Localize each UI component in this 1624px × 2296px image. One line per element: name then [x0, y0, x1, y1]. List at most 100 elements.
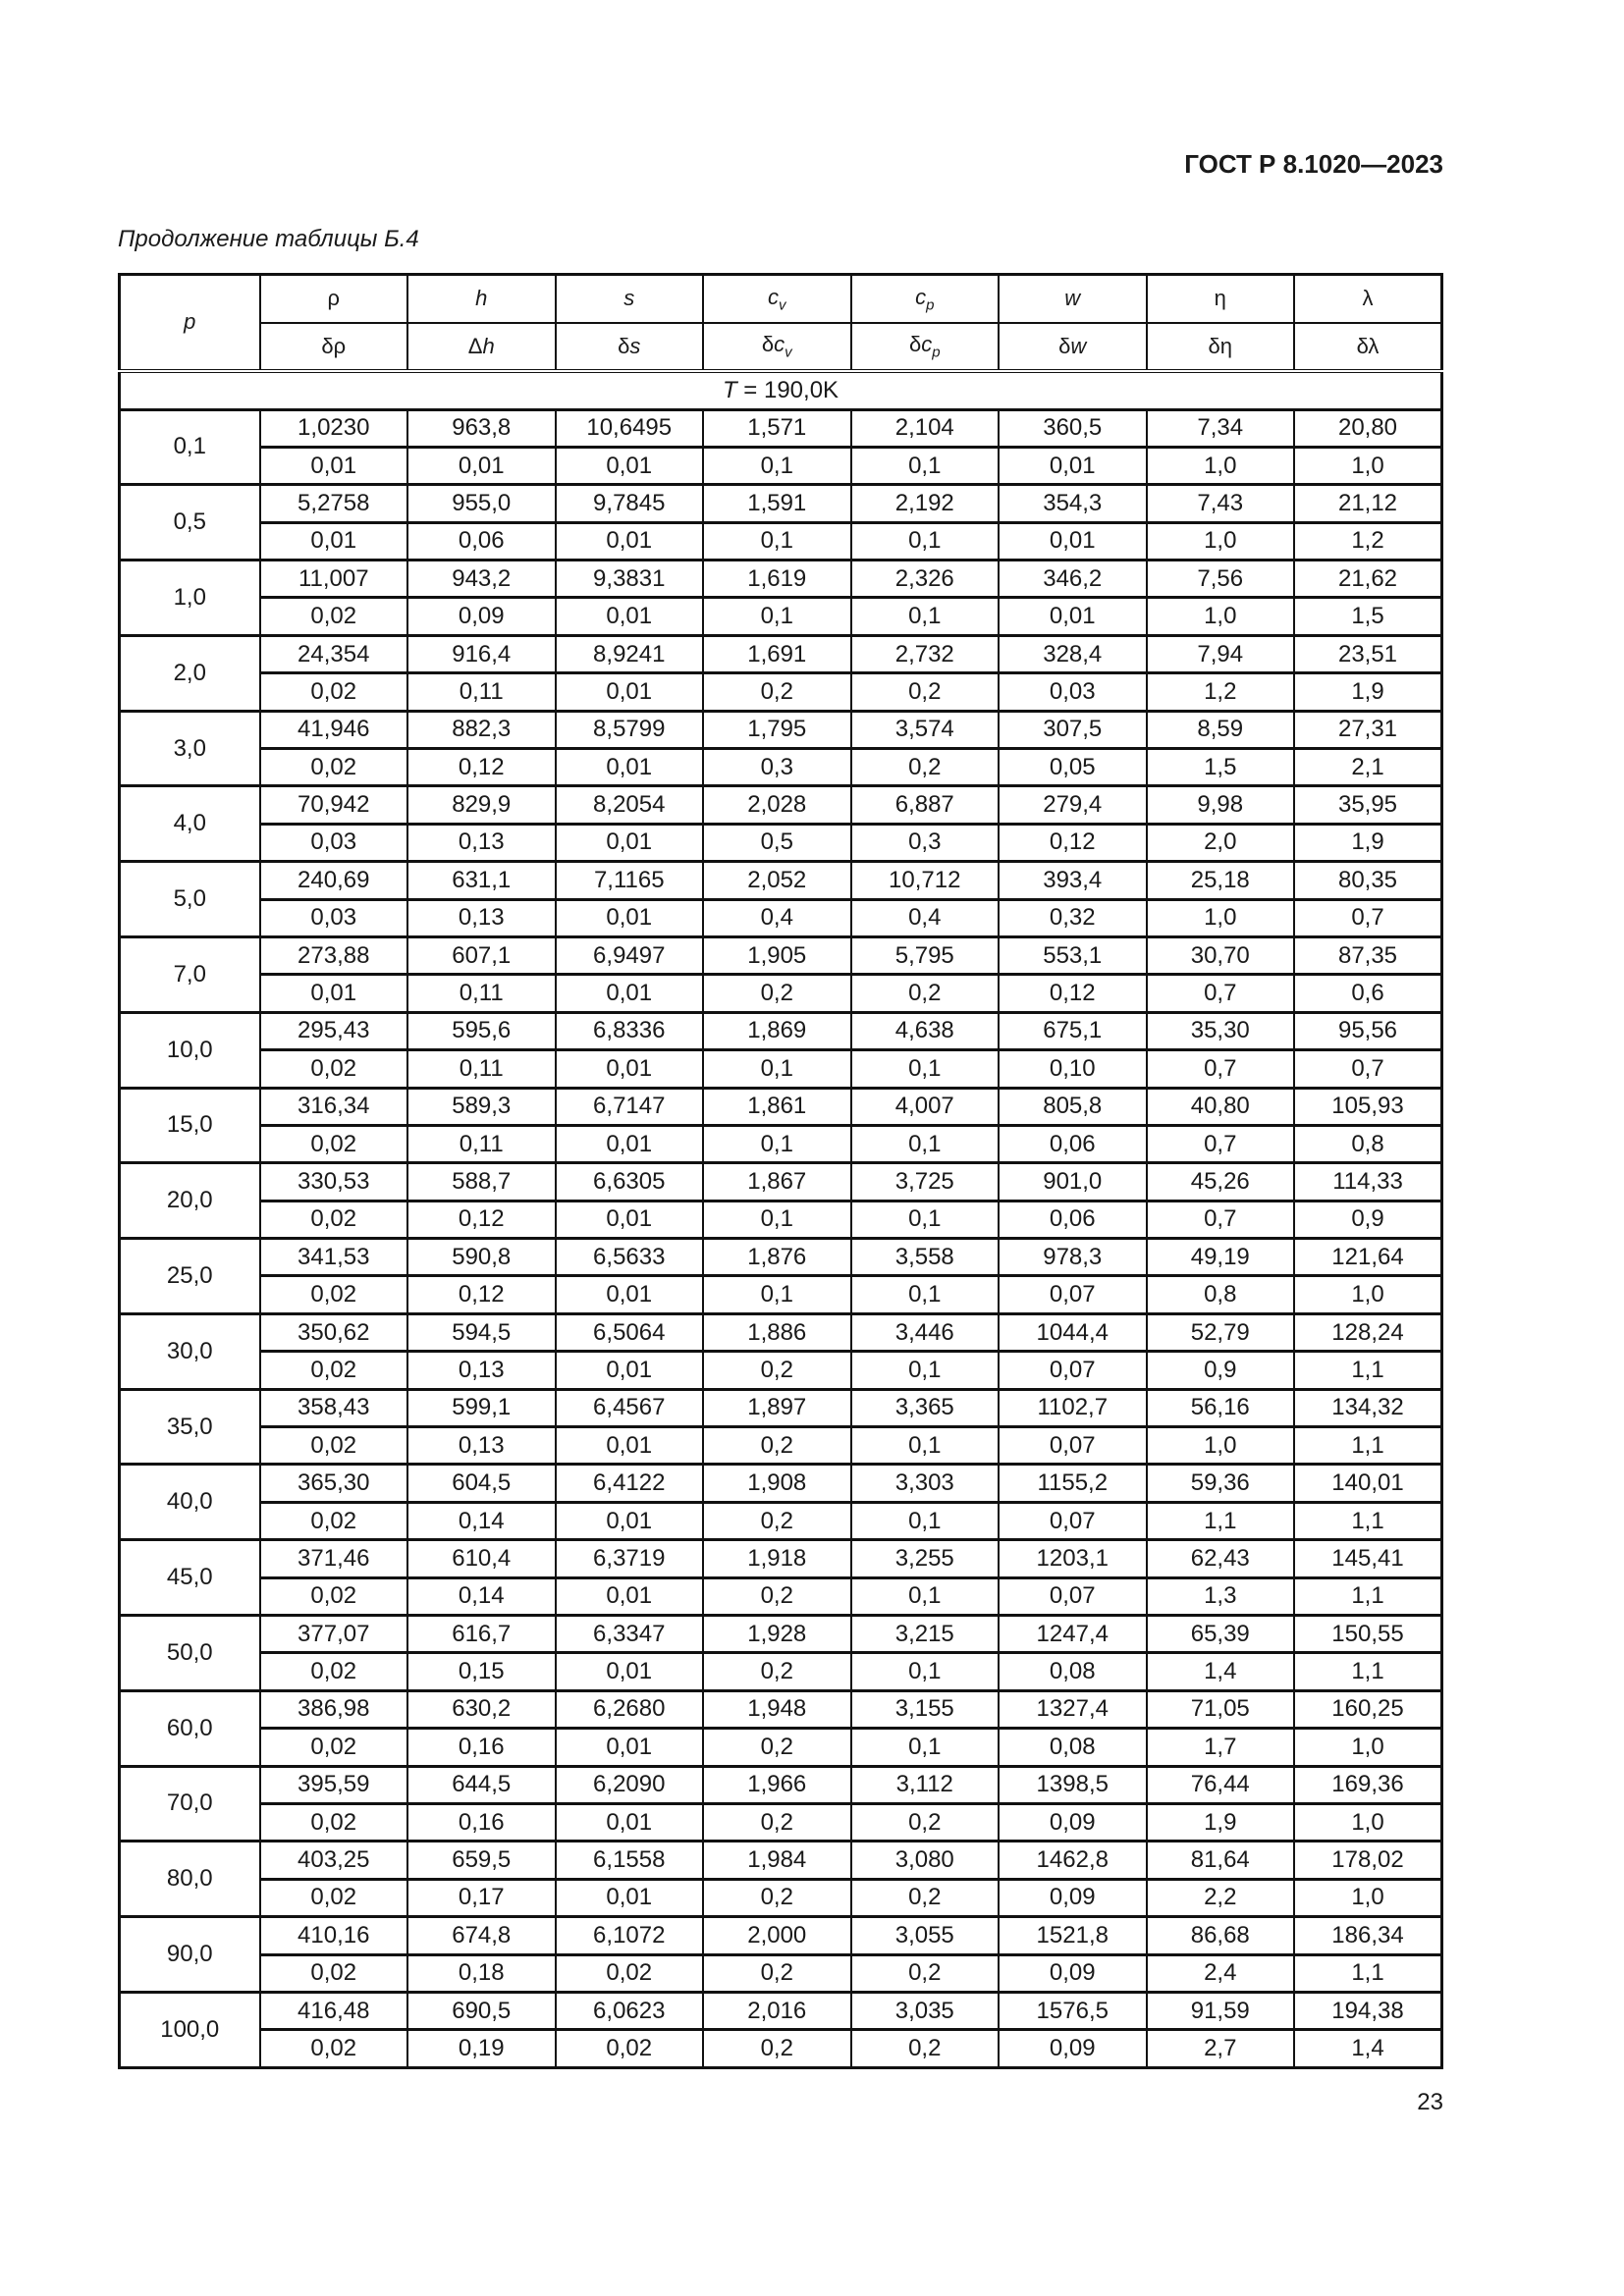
uncertainty-cell: 0,07 — [998, 1425, 1148, 1466]
uncertainty-cell: 0,09 — [998, 2028, 1148, 2069]
value-cell: 2,000 — [702, 1915, 852, 1956]
table-row-values: 0,1 1,0230 963,8 10,6495 1,571 2,104 360,5 7,34… — [118, 407, 1443, 486]
uncertainty-cell: 0,02 — [258, 1425, 408, 1466]
value-cell: 377,07 — [258, 1613, 408, 1655]
value-cell: 76,44 — [1145, 1764, 1295, 1805]
uncertainty-cell: 1,9 — [1293, 823, 1443, 863]
uncertainty-cell: 0,8 — [1145, 1274, 1295, 1315]
value-cell: 295,43 — [258, 1010, 408, 1052]
table-row-uncertainties: 0,02 0,11 0,01 0,1 0,1 0,06 0,7 0,8 — [120, 1124, 1443, 1164]
uncertainty-cell: 0,06 — [998, 1124, 1148, 1164]
value-cell: 8,59 — [1145, 709, 1295, 751]
uncertainty-cell: 0,1 — [849, 1200, 1000, 1240]
value-cell: 273,88 — [258, 934, 408, 977]
value-cell: 1576,5 — [998, 1990, 1148, 2032]
uncertainty-cell: 0,2 — [849, 747, 1000, 787]
uncertainty-cell: 0,01 — [554, 1651, 704, 1692]
table-row-uncertainties: 0,02 0,12 0,01 0,3 0,2 0,05 1,5 2,1 — [120, 747, 1443, 787]
uncertainty-cell: 0,1 — [702, 1048, 852, 1090]
uncertainty-cell: 0,2 — [702, 1501, 852, 1541]
value-cell: 6,5633 — [554, 1237, 704, 1278]
value-cell: 1,876 — [702, 1237, 852, 1278]
value-cell: 21,62 — [1293, 559, 1443, 600]
uncertainty-cell: 0,1 — [702, 1124, 852, 1164]
value-cell: 341,53 — [258, 1237, 408, 1278]
value-cell: 916,4 — [406, 633, 557, 675]
uncertainty-cell: 0,01 — [554, 1124, 704, 1164]
value-cell: 1,984 — [702, 1840, 852, 1881]
uncertainty-cell: 0,09 — [998, 1878, 1148, 1918]
uncertainty-cell: 0,17 — [406, 1878, 557, 1918]
value-cell: 1,619 — [702, 559, 852, 600]
value-cell: 1327,4 — [998, 1688, 1148, 1731]
value-cell: 5,2758 — [258, 483, 408, 524]
uncertainty-cell: 2,2 — [1145, 1878, 1295, 1918]
value-cell: 616,7 — [406, 1613, 557, 1655]
value-cell: 901,0 — [998, 1161, 1148, 1202]
uncertainty-cell: 1,0 — [1145, 596, 1295, 637]
value-cell: 607,1 — [406, 934, 557, 977]
uncertainty-cell: 0,01 — [554, 521, 704, 561]
uncertainty-cell: 0,2 — [702, 1802, 852, 1842]
pressure-cell: 30,0 — [118, 1311, 261, 1391]
table-row-uncertainties: 0,02 0,16 0,01 0,2 0,1 0,08 1,7 1,0 — [120, 1727, 1443, 1768]
value-cell: 6,2680 — [554, 1688, 704, 1731]
pressure-cell: 15,0 — [118, 1086, 261, 1164]
uncertainty-cell: 0,2 — [702, 1350, 852, 1391]
uncertainty-cell: 0,02 — [258, 747, 408, 787]
table-row-uncertainties: 0,02 0,14 0,01 0,2 0,1 0,07 1,1 1,1 — [120, 1501, 1443, 1541]
value-cell: 1203,1 — [998, 1538, 1148, 1579]
uncertainty-cell: 0,09 — [406, 596, 557, 637]
value-cell: 1044,4 — [998, 1311, 1148, 1354]
uncertainty-cell: 0,1 — [849, 1048, 1000, 1090]
uncertainty-cell: 0,07 — [998, 1350, 1148, 1391]
value-cell: 1,905 — [702, 934, 852, 977]
pressure-cell: 5,0 — [118, 860, 261, 938]
uncertainty-cell: 0,7 — [1145, 973, 1295, 1014]
value-cell: 35,30 — [1145, 1010, 1295, 1052]
uncertainty-cell: 0,02 — [554, 1953, 704, 1994]
value-cell: 674,8 — [406, 1915, 557, 1956]
value-cell: 121,64 — [1293, 1237, 1443, 1278]
value-cell: 7,94 — [1145, 633, 1295, 675]
value-cell: 7,56 — [1145, 559, 1295, 600]
value-cell: 1,966 — [702, 1764, 852, 1805]
uncertainty-cell: 0,01 — [554, 1425, 704, 1466]
uncertainty-cell: 0,1 — [702, 1200, 852, 1240]
uncertainty-cell: 0,01 — [998, 521, 1148, 561]
value-cell: 3,080 — [849, 1840, 1000, 1881]
value-cell: 403,25 — [258, 1840, 408, 1881]
uncertainty-cell: 0,2 — [702, 1576, 852, 1617]
uncertainty-cell: 0,02 — [258, 1802, 408, 1842]
value-cell: 145,41 — [1293, 1538, 1443, 1579]
value-cell: 3,558 — [849, 1237, 1000, 1278]
value-cell: 3,215 — [849, 1613, 1000, 1655]
uncertainty-cell: 0,03 — [258, 898, 408, 938]
value-cell: 594,5 — [406, 1311, 557, 1354]
uncertainty-cell: 0,2 — [702, 2028, 852, 2069]
header-0-quantity: ρ — [258, 273, 408, 324]
value-cell: 105,93 — [1293, 1086, 1443, 1127]
uncertainty-cell: 0,01 — [258, 973, 408, 1014]
uncertainty-cell: 0,01 — [998, 446, 1148, 486]
uncertainty-cell: 0,08 — [998, 1727, 1148, 1768]
value-cell: 8,5799 — [554, 709, 704, 751]
table-row-values: 3,0 41,946 882,3 8,5799 1,795 3,574 307,5 8,59 2… — [118, 709, 1443, 787]
value-cell: 1,897 — [702, 1387, 852, 1429]
table-row-values: 30,0 350,62 594,5 6,5064 1,886 3,446 1044,4 52,… — [118, 1311, 1443, 1391]
uncertainty-cell: 0,2 — [849, 1878, 1000, 1918]
value-cell: 8,9241 — [554, 633, 704, 675]
value-cell: 7,34 — [1145, 407, 1295, 449]
value-cell: 631,1 — [406, 860, 557, 901]
uncertainty-cell: 0,01 — [554, 747, 704, 787]
uncertainty-cell: 1,0 — [1145, 521, 1295, 561]
uncertainty-cell: 1,9 — [1293, 671, 1443, 713]
uncertainty-cell: 0,02 — [258, 1651, 408, 1692]
pressure-cell: 40,0 — [118, 1463, 261, 1541]
value-cell: 346,2 — [998, 559, 1148, 600]
uncertainty-cell: 1,1 — [1293, 1576, 1443, 1617]
uncertainty-cell: 0,01 — [554, 671, 704, 713]
uncertainty-cell: 0,02 — [258, 1048, 408, 1090]
table-row-values: 20,0 330,53 588,7 6,6305 1,867 3,725 901,0 45,2… — [118, 1161, 1443, 1240]
value-cell: 365,30 — [258, 1463, 408, 1504]
